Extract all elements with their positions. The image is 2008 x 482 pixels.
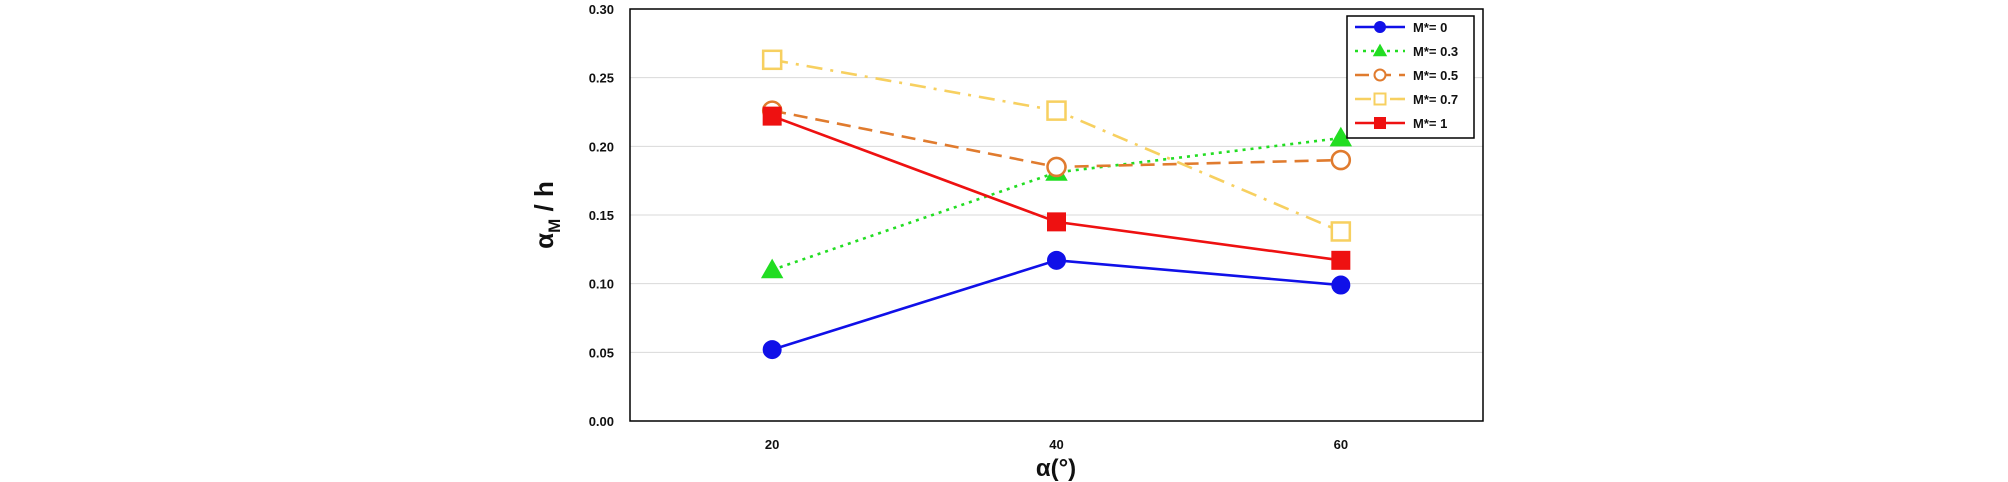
data-point bbox=[1330, 149, 1352, 171]
data-point bbox=[762, 106, 782, 126]
y-axis-title: αM / h bbox=[529, 181, 564, 249]
x-tick-label: 60 bbox=[1334, 437, 1348, 452]
data-point bbox=[1331, 275, 1351, 295]
legend-swatch-marker bbox=[1372, 43, 1388, 57]
legend-label: M*= 0.7 bbox=[1413, 92, 1458, 107]
legend-swatch-marker bbox=[1374, 21, 1386, 33]
y-axis-title-subscript: M bbox=[545, 219, 564, 233]
legend-label: M*= 1 bbox=[1413, 116, 1447, 131]
series-layer bbox=[760, 49, 1353, 360]
data-point bbox=[1329, 126, 1353, 147]
legend-label: M*= 0.3 bbox=[1413, 44, 1458, 59]
y-tick-label: 0.30 bbox=[589, 2, 614, 17]
legend-item-m-1: M*= 1 bbox=[1355, 116, 1447, 131]
data-point bbox=[1331, 250, 1351, 270]
series-line bbox=[771, 114, 1342, 262]
legend-box bbox=[1346, 15, 1475, 139]
x-axis-title: α(°) bbox=[1036, 455, 1076, 482]
legend-swatch-marker bbox=[1374, 117, 1386, 129]
y-axis-title-tail: / h bbox=[529, 181, 559, 219]
data-point bbox=[1046, 156, 1067, 178]
y-axis-title-symbol: α bbox=[529, 233, 559, 249]
legend-swatch-marker bbox=[1373, 92, 1387, 106]
y-axis-ticks: 0.00 0.05 0.10 0.15 0.20 0.25 0.30 bbox=[589, 2, 614, 429]
x-axis-ticks: 20 40 60 bbox=[765, 437, 1348, 452]
y-tick-label: 0.20 bbox=[589, 139, 614, 154]
legend-label: M*= 0 bbox=[1413, 20, 1447, 35]
data-point bbox=[1047, 250, 1066, 270]
data-point bbox=[1047, 212, 1066, 232]
data-point bbox=[762, 340, 782, 360]
y-tick-label: 0.25 bbox=[589, 71, 614, 86]
data-point bbox=[761, 49, 783, 71]
y-tick-label: 0.05 bbox=[589, 345, 614, 360]
data-point bbox=[760, 258, 784, 279]
data-point bbox=[1046, 100, 1067, 121]
legend-item-m-0: M*= 0 bbox=[1355, 20, 1447, 35]
legend-item-m-0-3: M*= 0.3 bbox=[1355, 43, 1458, 59]
y-tick-label: 0.10 bbox=[589, 277, 614, 292]
series-line bbox=[771, 259, 1341, 351]
legend-swatch-marker bbox=[1373, 68, 1387, 82]
legend-item-m-0-5: M*= 0.5 bbox=[1355, 68, 1458, 83]
y-tick-label: 0.00 bbox=[589, 414, 614, 429]
legend: M*= 0 M*= 0.3 M*= 0.5 M*= 0.7 M*= 1 bbox=[1346, 15, 1475, 139]
series-line bbox=[771, 58, 1342, 233]
plot-area-frame bbox=[629, 8, 1484, 422]
x-tick-label: 40 bbox=[1049, 437, 1063, 452]
series-m-0-7 bbox=[761, 49, 1352, 242]
x-tick-label: 20 bbox=[765, 437, 779, 452]
legend-label: M*= 0.5 bbox=[1413, 68, 1458, 83]
series-m-1 bbox=[762, 106, 1351, 270]
legend-items: M*= 0 M*= 0.3 M*= 0.5 M*= 0.7 M*= 1 bbox=[1355, 20, 1458, 131]
data-point bbox=[1330, 221, 1352, 242]
series-m-0 bbox=[762, 250, 1351, 360]
y-tick-label: 0.15 bbox=[589, 208, 614, 223]
legend-item-m-0-7: M*= 0.7 bbox=[1355, 92, 1458, 107]
